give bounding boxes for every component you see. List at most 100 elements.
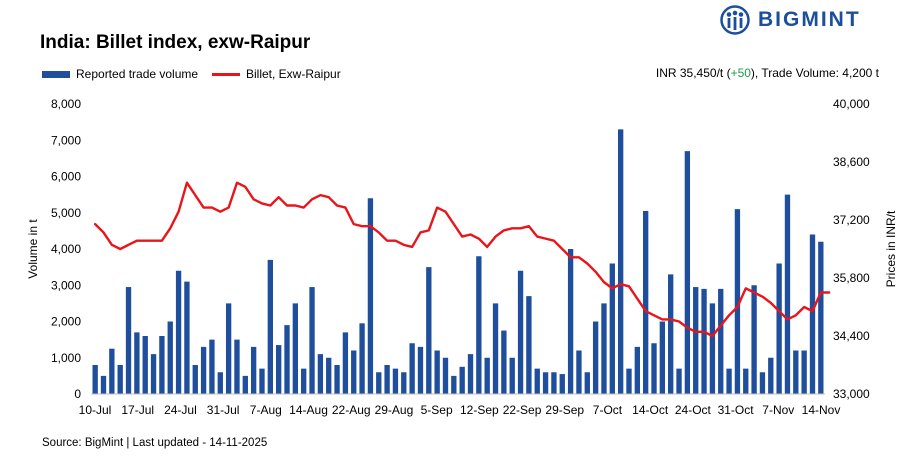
volume-bar (276, 345, 282, 394)
volume-bar (668, 274, 674, 395)
legend-bar-swatch (42, 70, 70, 78)
y-right-tick-label: 33,000 (833, 387, 870, 401)
x-tick-label: 29-Sep (545, 403, 584, 417)
x-tick-label: 7-Aug (250, 403, 282, 417)
volume-bar (484, 357, 490, 394)
volume-bar (267, 259, 273, 395)
volume-bar (434, 350, 440, 394)
volume-bar (451, 375, 457, 395)
volume-bar (384, 365, 390, 394)
volume-bar (392, 368, 399, 395)
volume-bar (334, 365, 340, 394)
volume-bar (134, 332, 140, 395)
x-tick-label: 22-Sep (503, 403, 542, 417)
volume-bar (559, 374, 565, 394)
volume-bar (768, 357, 774, 394)
x-tick-label: 7-Nov (762, 403, 794, 417)
volume-bar (167, 321, 173, 394)
volume-bar (551, 372, 557, 394)
x-tick-label: 24-Jul (164, 403, 197, 417)
y-left-tick-label: 4,000 (51, 242, 81, 256)
volume-bar (142, 336, 148, 394)
volume-bar (426, 267, 432, 395)
volume-bar (576, 350, 582, 394)
price-line (93, 181, 831, 338)
volume-bar (209, 339, 215, 395)
y-left-tick-label: 3,000 (51, 278, 81, 292)
chart-title: India: Billet index, exw-Raipur (40, 32, 311, 53)
y-left-axis-title: Volume in t (26, 219, 40, 279)
volume-bar (326, 357, 332, 394)
volume-bar (684, 151, 691, 395)
volume-bar (200, 346, 207, 395)
volume-bar (517, 270, 524, 394)
volume-bar (542, 372, 549, 394)
volume-bar (317, 354, 324, 395)
volume-bar (567, 249, 574, 394)
volume-bar (601, 303, 607, 395)
volume-bar (501, 330, 507, 394)
volume-bar (301, 368, 307, 395)
volume-bar (109, 348, 115, 394)
brand-name: BIGMINT (758, 8, 861, 31)
source-note: Source: BigMint | Last updated - 14-11-2… (42, 437, 268, 449)
volume-bar (284, 325, 290, 395)
volume-bar (359, 323, 365, 394)
legend-item-volume: Reported trade volume (42, 67, 198, 81)
volume-bar (801, 350, 807, 394)
volume-bar (184, 281, 190, 395)
legend-label-price: Billet, Exw-Raipur (246, 67, 341, 81)
volume-bar (617, 129, 624, 395)
x-tick-label: 31-Oct (718, 403, 755, 417)
volume-bar (401, 372, 407, 394)
y-right-tick-label: 35,800 (833, 271, 870, 285)
volume-bar (417, 346, 424, 395)
volume-bar (467, 354, 474, 395)
volume-bar (609, 263, 615, 394)
brand-logo-icon (720, 5, 750, 35)
volume-bar (175, 270, 182, 394)
volume-bar (100, 375, 107, 395)
volume-bar (442, 357, 449, 394)
volume-bar (776, 263, 782, 394)
volume-bar (809, 234, 816, 394)
y-left-tick-label: 8,000 (51, 97, 81, 111)
x-tick-label: 31-Jul (207, 403, 240, 417)
volume-bar (751, 285, 757, 394)
x-tick-label: 22-Aug (332, 403, 371, 417)
legend-item-price: Billet, Exw-Raipur (212, 67, 341, 81)
volume-bar (376, 372, 382, 394)
y-left-tick-label: 1,000 (51, 351, 81, 365)
summary-prefix: INR 35,450/t ( (655, 66, 731, 80)
volume-bar (718, 288, 724, 395)
volume-bar (342, 332, 349, 395)
y-left-tick-label: 7,000 (51, 133, 81, 147)
y-right-tick-label: 38,600 (833, 155, 870, 169)
y-left-tick-label: 6,000 (51, 170, 81, 184)
volume-bar (242, 375, 248, 395)
volume-bar (726, 368, 732, 395)
price-change: +50 (730, 66, 751, 80)
x-tick-label: 7-Oct (593, 403, 623, 417)
volume-bar (150, 354, 157, 395)
volume-bar (351, 350, 357, 394)
volume-bar (759, 372, 766, 394)
volume-bar (117, 365, 123, 394)
volume-bar (592, 321, 599, 394)
volume-bar (743, 368, 749, 395)
summary-suffix: ), Trade Volume: 4,200 t (750, 66, 879, 80)
volume-bar (250, 346, 257, 395)
x-tick-label: 17-Jul (121, 403, 154, 417)
x-tick-label: 14-Nov (802, 403, 841, 417)
volume-bar (309, 287, 315, 394)
volume-bar (409, 343, 415, 394)
y-right-axis-title: Prices in INR/t (884, 210, 898, 287)
volume-bar (217, 372, 223, 394)
volume-bar (292, 303, 299, 395)
volume-bar (367, 198, 374, 394)
volume-bar (476, 256, 482, 394)
volume-bar (709, 303, 716, 395)
price-summary: INR 35,450/t (+50), Trade Volume: 4,200 … (656, 66, 879, 80)
legend-label-volume: Reported trade volume (76, 67, 199, 81)
